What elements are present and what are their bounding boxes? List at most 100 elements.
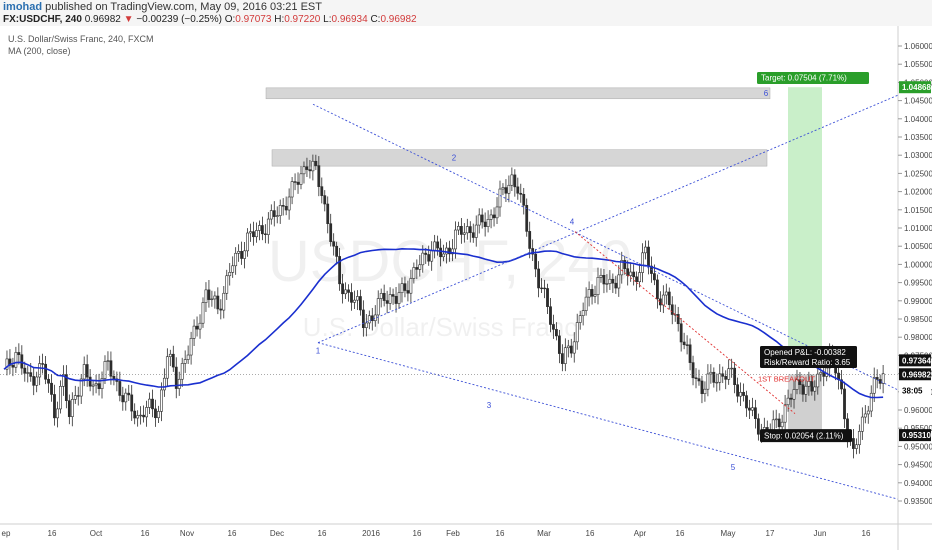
candle-up: [872, 377, 876, 394]
trendlines[interactable]: [0, 94, 899, 500]
candle-up: [379, 293, 383, 299]
candle-up: [813, 386, 817, 392]
candle-down: [347, 289, 350, 293]
time-tick-label: 2016: [362, 529, 380, 538]
candle-up: [59, 385, 62, 410]
candle-down: [385, 300, 389, 304]
price-tick-label: 1.03500: [904, 133, 932, 142]
price-tick-label: 0.99500: [904, 279, 932, 288]
candle-up: [587, 289, 591, 298]
candle-down: [195, 325, 199, 330]
candle-up: [311, 160, 315, 172]
candle-up: [703, 388, 707, 395]
candle-up: [608, 278, 612, 284]
candle-up: [400, 283, 404, 294]
candle-down: [424, 252, 428, 255]
candle-down: [712, 371, 716, 383]
candle-down: [127, 392, 131, 396]
candle-up: [474, 224, 478, 238]
candle-up: [715, 381, 719, 384]
candle-up: [412, 267, 416, 279]
candle-down: [67, 400, 71, 417]
candle-down: [296, 181, 300, 185]
candle-down: [118, 381, 122, 396]
candle-up: [14, 352, 18, 368]
candle-up: [409, 278, 413, 294]
stop-price-tag-box: [899, 429, 931, 442]
candle-up: [148, 398, 151, 408]
price-axis[interactable]: 1.060001.055001.050001.045001.040001.035…: [898, 42, 932, 506]
candle-down: [843, 388, 846, 420]
time-tick-label: 16: [496, 529, 505, 538]
candle-down: [480, 214, 484, 223]
candle-down: [810, 381, 814, 392]
candle-up: [231, 265, 235, 273]
candle-down: [174, 366, 178, 389]
candle-up: [249, 231, 252, 234]
price-tick-label: 0.98000: [904, 333, 932, 342]
candle-up: [593, 294, 597, 297]
price-chart[interactable]: USDCHF, 240 U.S. Dollar/Swiss Franc 1 2 3 4…: [0, 26, 932, 550]
symbol-line: FX:USDCHF, 240 0.96982 ▼ −0.00239 (−0.25…: [3, 14, 417, 26]
time-axis[interactable]: ep 16 Oct 16 Nov 16 Dec 16 2016 16 Feb 16 Mar 16 Apr 16…: [2, 529, 871, 538]
chart-legend-title: U.S. Dollar/Swiss Franc, 240, FXCM: [8, 34, 154, 44]
candle-down: [448, 247, 451, 255]
candle-up: [819, 372, 823, 375]
candle-down: [721, 373, 725, 377]
candle-up: [79, 378, 83, 397]
candles: [5, 154, 885, 459]
candle-down: [653, 273, 656, 281]
candle-down: [549, 306, 552, 325]
candle-down: [534, 253, 538, 270]
candle-down: [358, 296, 362, 311]
candle-up: [168, 353, 172, 358]
candle-down: [370, 315, 374, 321]
candle-up: [465, 226, 469, 234]
price-tick-label: 1.00500: [904, 242, 932, 251]
candle-down: [688, 344, 692, 363]
author-link[interactable]: imohad: [3, 1, 43, 13]
low-label: L:: [323, 14, 332, 25]
candle-down: [293, 181, 297, 183]
candle-down: [471, 232, 475, 238]
candle-up: [353, 299, 356, 303]
candle-up: [451, 248, 454, 255]
candle-up: [373, 314, 377, 321]
candle-up: [507, 184, 511, 194]
candle-up: [237, 251, 241, 254]
price-change: −0.00239 (−0.25%): [136, 14, 222, 25]
price-tick-label: 1.03000: [904, 151, 932, 160]
candle-up: [863, 413, 867, 418]
candle-down: [130, 394, 134, 412]
low-value: 0.96934: [331, 14, 368, 25]
high-label: H:: [274, 14, 285, 25]
candle-down: [314, 160, 318, 166]
candle-down: [207, 289, 211, 300]
time-tick-label: 16: [676, 529, 685, 538]
time-tick-label: Oct: [90, 529, 103, 538]
candle-down: [308, 169, 312, 172]
chart-area[interactable]: USDCHF, 240 U.S. Dollar/Swiss Franc 1 2 3 4…: [0, 26, 932, 550]
close-label: C:: [370, 14, 381, 25]
plot-background: [0, 26, 898, 524]
candle-down: [219, 308, 223, 311]
price-tick-label: 0.93500: [904, 497, 932, 506]
wave-marker-4: 4: [570, 217, 575, 226]
candle-up: [477, 214, 481, 226]
countdown-tag-box: [899, 384, 931, 397]
candle-up: [620, 260, 624, 276]
price-tick-label: 0.96000: [904, 406, 932, 415]
candle-down: [47, 378, 50, 384]
candle-down: [142, 414, 145, 418]
high-value: 0.97220: [284, 14, 321, 25]
candle-down: [492, 214, 496, 219]
candle-up: [255, 230, 258, 238]
candle-up: [566, 345, 570, 349]
symbol-name[interactable]: FX:USDCHF, 240: [3, 14, 82, 25]
candle-down: [590, 289, 594, 297]
candle-up: [136, 415, 140, 419]
candle-down: [216, 295, 220, 310]
candle-down: [798, 379, 802, 385]
change-arrow-icon: ▼: [123, 14, 134, 25]
candle-down: [552, 324, 555, 330]
